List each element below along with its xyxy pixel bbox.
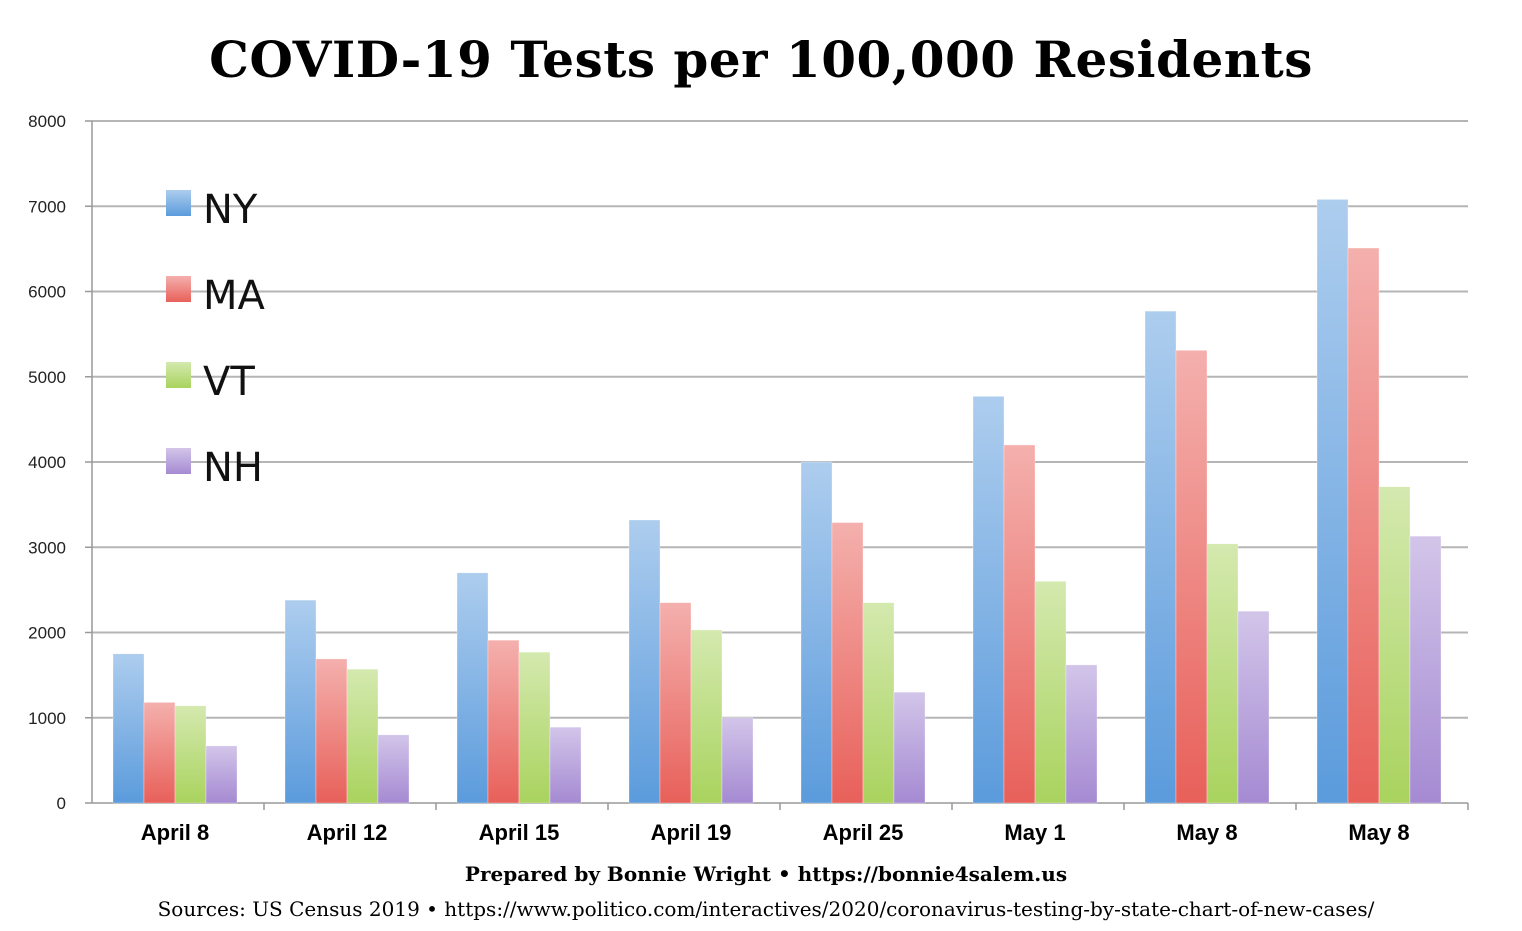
bar-ma [1003, 444, 1036, 804]
bar-ma [143, 702, 176, 804]
y-tick-label: 8000 [28, 112, 66, 131]
bar-nh [1237, 610, 1270, 804]
bars [112, 199, 1442, 804]
bar-vt [1206, 543, 1239, 804]
bar-ny [1144, 310, 1177, 804]
credit-line: Prepared by Bonnie Wright • https://bonn… [464, 862, 1068, 886]
legend-label-ma: MA [203, 273, 266, 319]
bar-ma [487, 639, 520, 804]
bar-ma [831, 522, 864, 804]
bar-ma [1347, 247, 1380, 804]
x-tick-label: May 8 [1348, 820, 1409, 845]
bar-ma [659, 602, 692, 804]
x-tick-label: April 8 [141, 820, 209, 845]
x-tick-label: April 12 [307, 820, 388, 845]
bar-ny [1316, 199, 1349, 804]
bar-ny [800, 461, 833, 804]
legend-swatch-nh [166, 448, 191, 474]
bar-vt [518, 651, 551, 804]
x-tick-label: April 19 [651, 820, 732, 845]
bar-ny [456, 572, 489, 804]
y-tick-label: 7000 [28, 197, 66, 216]
legend-label-nh: NH [203, 445, 263, 491]
x-tick-label: May 1 [1004, 820, 1065, 845]
bar-nh [377, 734, 410, 804]
y-tick-label: 2000 [28, 624, 66, 643]
y-tick-label: 1000 [28, 709, 66, 728]
bar-vt [1378, 486, 1411, 804]
bar-nh [1409, 535, 1442, 804]
bar-vt [174, 705, 207, 804]
x-tick-label: April 25 [823, 820, 904, 845]
bar-nh [721, 717, 754, 804]
bar-vt [346, 668, 379, 804]
bar-vt [690, 629, 723, 804]
bar-ny [628, 519, 661, 804]
x-tick-label: May 8 [1176, 820, 1237, 845]
bar-ma [1175, 350, 1208, 804]
bar-vt [862, 602, 895, 804]
bar-nh [205, 745, 238, 804]
bar-nh [549, 726, 582, 804]
axes: 0 1000 2000 3000 4000 5000 6000 7000 8000 April 8… [28, 112, 1469, 845]
bar-ma [315, 658, 348, 804]
y-tick-label: 6000 [28, 283, 66, 302]
legend-swatch-ma [166, 276, 191, 302]
legend-label-vt: VT [203, 359, 255, 405]
legend: NY MA VT NH [166, 187, 266, 491]
sources-line: Sources: US Census 2019 • https://www.po… [157, 897, 1375, 921]
y-tick-label: 0 [57, 794, 66, 813]
bar-nh [893, 691, 926, 804]
bar-ny [284, 599, 317, 804]
bar-ny [972, 396, 1005, 804]
x-tick-label: April 15 [479, 820, 560, 845]
bar-ny [112, 653, 145, 804]
legend-label-ny: NY [203, 187, 258, 233]
y-tick-label: 4000 [28, 453, 66, 472]
bar-vt [1034, 581, 1067, 804]
y-tick-label: 5000 [28, 368, 66, 387]
bar-nh [1065, 664, 1098, 804]
legend-swatch-ny [166, 190, 191, 216]
y-tick-label: 3000 [28, 538, 66, 557]
legend-swatch-vt [166, 362, 191, 388]
chart-title: COVID-19 Tests per 100,000 Residents [209, 30, 1313, 89]
